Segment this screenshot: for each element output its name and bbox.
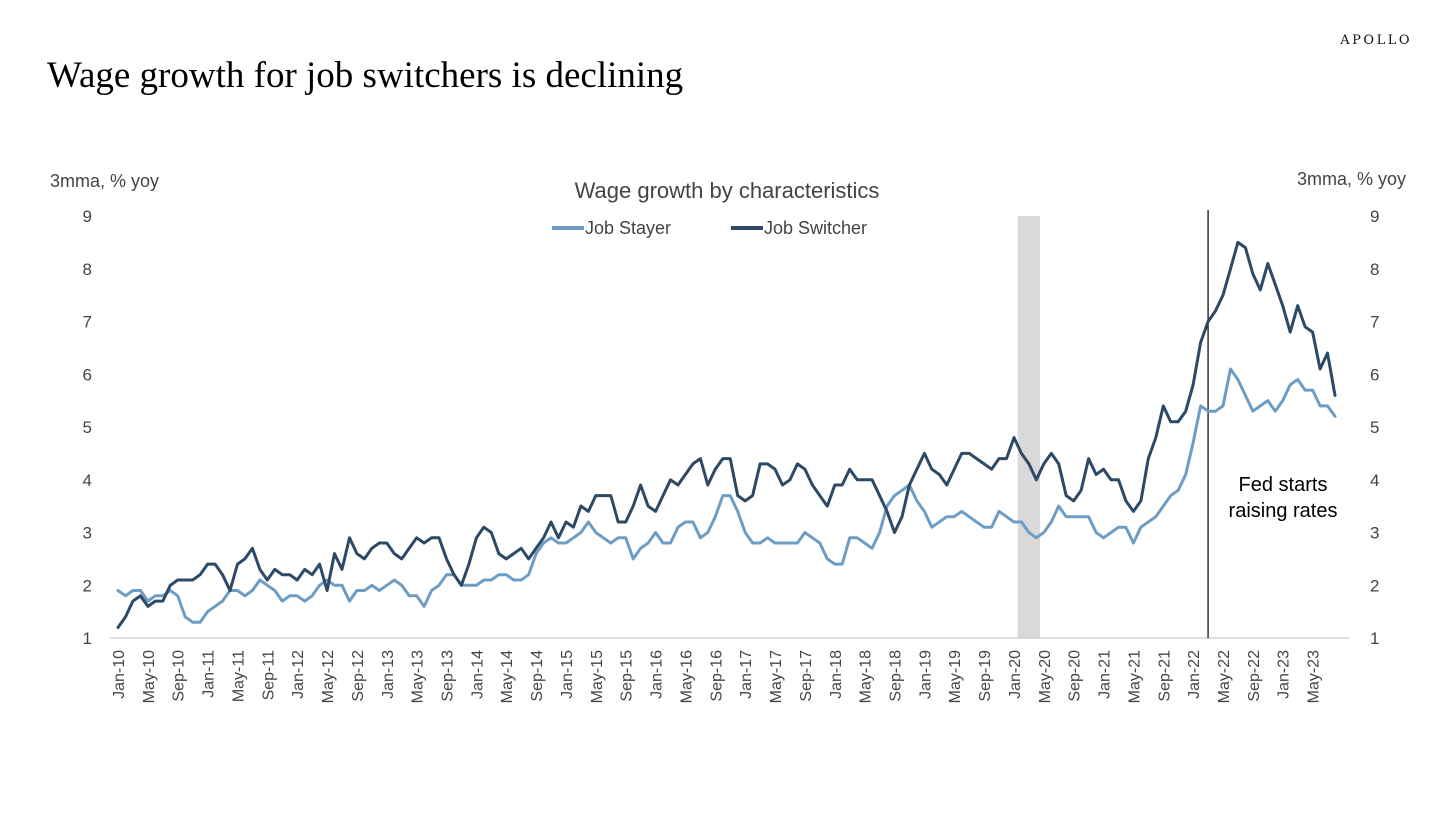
page-title: Wage growth for job switchers is declini… xyxy=(47,55,684,96)
y-tick-label-left: 5 xyxy=(83,418,92,437)
x-tick-label: May-19 xyxy=(947,650,964,703)
y-tick-label-right: 4 xyxy=(1370,471,1379,490)
y-tick-label-left: 8 xyxy=(83,260,92,279)
x-tick-label: Sep-13 xyxy=(440,650,457,702)
x-tick-label: Sep-16 xyxy=(708,650,725,702)
x-tick-label: May-16 xyxy=(678,650,695,703)
legend-job-switcher-label: Job Switcher xyxy=(764,218,867,238)
x-tick-label: Jan-22 xyxy=(1186,650,1203,699)
x-tick-label: May-11 xyxy=(230,650,247,702)
x-tick-label: Jan-20 xyxy=(1007,650,1024,699)
y-tick-label-left: 1 xyxy=(83,629,92,648)
x-tick-label: Jan-13 xyxy=(380,650,397,699)
y-tick-label-right: 2 xyxy=(1370,576,1379,595)
x-tick-label: Jan-14 xyxy=(469,650,486,699)
x-tick-label: Jan-19 xyxy=(917,650,934,699)
x-tick-label: Jan-10 xyxy=(111,650,128,699)
y-tick-label-left: 7 xyxy=(83,313,92,332)
x-tick-label: Sep-17 xyxy=(798,650,815,702)
x-tick-label: May-12 xyxy=(320,650,337,703)
y-tick-label-right: 3 xyxy=(1370,524,1379,543)
annotation-raising-rates: raising rates xyxy=(1229,500,1338,522)
y-tick-label-left: 6 xyxy=(83,365,92,384)
x-tick-label: May-18 xyxy=(858,650,875,703)
x-tick-label: May-10 xyxy=(141,650,158,703)
job-switcher-line xyxy=(116,240,1337,629)
x-tick-label: Jan-11 xyxy=(201,650,218,698)
y-tick-label-right: 7 xyxy=(1370,313,1379,332)
apollo-logo: APOLLO xyxy=(1340,33,1412,48)
x-tick-label: Sep-18 xyxy=(887,650,904,702)
y-axis-title-left: 3mma, % yoy xyxy=(50,171,159,191)
x-tick-label: May-21 xyxy=(1126,650,1143,703)
x-tick-label: May-13 xyxy=(410,650,427,703)
y-tick-label-right: 9 xyxy=(1370,207,1379,226)
x-tick-label: Jan-15 xyxy=(559,650,576,699)
x-tick-label: Sep-11 xyxy=(260,650,277,701)
x-tick-label: Jan-18 xyxy=(828,650,845,699)
x-tick-label: Sep-14 xyxy=(529,650,546,702)
x-tick-label: May-22 xyxy=(1216,650,1233,703)
x-tick-label: Jan-16 xyxy=(649,650,666,699)
x-tick-label: Sep-22 xyxy=(1246,650,1263,702)
x-tick-label: May-20 xyxy=(1037,650,1054,703)
x-tick-label: May-23 xyxy=(1306,650,1323,703)
annotation-fed-starts: Fed starts xyxy=(1239,474,1328,496)
x-tick-label: Sep-10 xyxy=(171,650,188,702)
recession-shading xyxy=(1017,216,1041,638)
x-tick-label: Sep-12 xyxy=(350,650,367,702)
y-tick-label-right: 5 xyxy=(1370,418,1379,437)
y-tick-label-left: 3 xyxy=(83,524,92,543)
y-tick-label-right: 1 xyxy=(1370,629,1379,648)
y-tick-label-left: 2 xyxy=(83,576,92,595)
x-tick-label: Jan-23 xyxy=(1276,650,1293,699)
x-tick-label: Jan-17 xyxy=(738,650,755,699)
x-tick-label: Sep-21 xyxy=(1156,650,1173,702)
x-tick-label: Sep-15 xyxy=(619,650,636,702)
y-tick-label-left: 9 xyxy=(83,207,92,226)
x-tick-label: Jan-21 xyxy=(1097,650,1114,699)
job-stayer-line xyxy=(116,367,1337,624)
y-axis-title-right: 3mma, % yoy xyxy=(1297,169,1406,189)
legend-job-stayer-label: Job Stayer xyxy=(585,218,671,238)
x-tick-label: Sep-20 xyxy=(1067,650,1084,702)
y-tick-label-right: 6 xyxy=(1370,365,1379,384)
x-tick-label: May-17 xyxy=(768,650,785,703)
y-tick-label-right: 8 xyxy=(1370,260,1379,279)
x-tick-label: Sep-19 xyxy=(977,650,994,702)
y-tick-label-left: 4 xyxy=(83,471,92,490)
x-tick-label: Jan-12 xyxy=(290,650,307,699)
chart-title: Wage growth by characteristics xyxy=(575,178,880,203)
x-tick-label: May-15 xyxy=(589,650,606,703)
x-tick-label: May-14 xyxy=(499,650,516,703)
